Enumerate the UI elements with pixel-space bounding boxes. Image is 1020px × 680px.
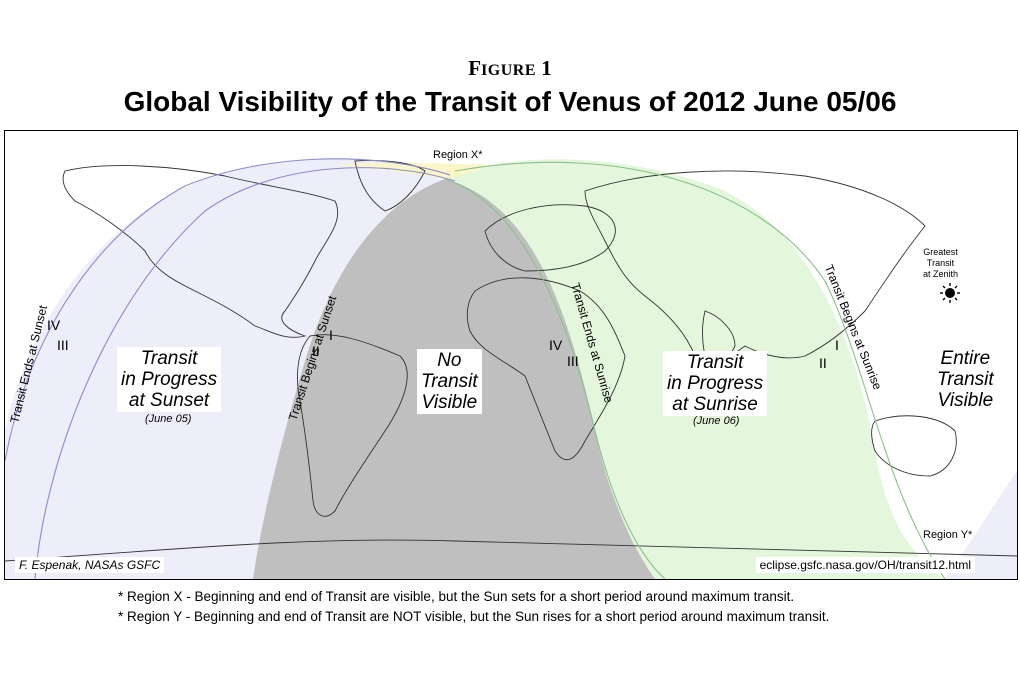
sunrise-date: (June 06) [693, 415, 740, 427]
zenith-line3: at Zenith [923, 269, 959, 279]
contact-ii-sunrise: II [819, 355, 827, 371]
australia-outline [871, 415, 957, 477]
curve-transit-begins-sunset [34, 167, 456, 579]
credit-text: F. Espenak, NASAs GSFC [15, 557, 165, 573]
visibility-map: Region X* Transit Ends at Sunset IV III … [4, 130, 1018, 580]
note-region-y: * Region Y - Beginning and end of Transi… [118, 609, 830, 624]
sunset-region [5, 158, 445, 579]
figure-label-rest: IGURE [481, 62, 537, 79]
asia-outline [584, 170, 926, 364]
figure-number: 1 [541, 56, 552, 80]
africa-outline [466, 277, 626, 461]
sunrise-region-title: Transit in Progress at Sunrise [663, 351, 768, 416]
no-transit-line3: Visible [421, 392, 478, 413]
no-transit-title: No Transit Visible [417, 349, 482, 414]
sunset-date: (June 05) [145, 413, 192, 425]
sunset-region-title: Transit in Progress at Sunset [117, 347, 222, 412]
sunrise-title-line2: in Progress [667, 373, 764, 394]
contact-iii-sunset: III [57, 337, 69, 353]
source-url[interactable]: eclipse.gsfc.nasa.gov/OH/transit12.html [755, 557, 975, 573]
zenith-line1: Greatest [923, 247, 958, 257]
entire-line1: Entire [940, 348, 991, 369]
page-title: Global Visibility of the Transit of Venu… [123, 86, 897, 117]
north-america-outline [62, 165, 339, 338]
contact-i-sunset: I [329, 327, 333, 343]
figure-label-initial: F [468, 56, 482, 80]
entire-line2: Transit [937, 369, 994, 390]
no-transit-line2: Transit [421, 371, 478, 392]
curve-transit-ends-sunrise [444, 178, 666, 579]
contact-ii-sunset: II [312, 343, 320, 359]
boundary-curves [5, 158, 946, 579]
sunset-title-line2: in Progress [121, 369, 218, 390]
sunrise-title-line1: Transit [686, 352, 744, 373]
sunset-title-line1: Transit [140, 348, 198, 369]
figure-label: FIGURE 1 [0, 56, 1020, 81]
region-y-area [945, 471, 1017, 579]
entire-transit-title: Entire Transit Visible [933, 347, 998, 412]
contact-i-sunrise: I [835, 337, 839, 353]
curve-transit-begins-sunrise [454, 161, 946, 579]
europe-outline [484, 204, 616, 272]
sun-icon [940, 283, 960, 303]
region-x-area [335, 162, 495, 179]
sunset-title-line3: at Sunset [128, 390, 210, 411]
region-y-label: Region Y* [923, 529, 973, 541]
zenith-label: Greatest Transit at Zenith [923, 247, 958, 280]
coastlines [5, 160, 1017, 562]
entire-line3: Visible [937, 390, 994, 411]
region-x-label: Region X* [433, 149, 483, 161]
contact-iv-sunrise: IV [549, 337, 563, 353]
greenland-outline [354, 160, 426, 212]
contact-iii-sunrise: III [567, 353, 579, 369]
note-region-x: * Region X - Beginning and end of Transi… [118, 589, 795, 604]
map-canvas [5, 158, 1017, 579]
zenith-line2: Transit [926, 258, 955, 268]
no-transit-line1: No [437, 350, 462, 371]
sunrise-title-line3: at Sunrise [672, 394, 758, 415]
south-america-outline [297, 334, 408, 517]
curve-transit-ends-sunset [5, 158, 451, 462]
contact-iv-sunset: IV [47, 317, 61, 333]
